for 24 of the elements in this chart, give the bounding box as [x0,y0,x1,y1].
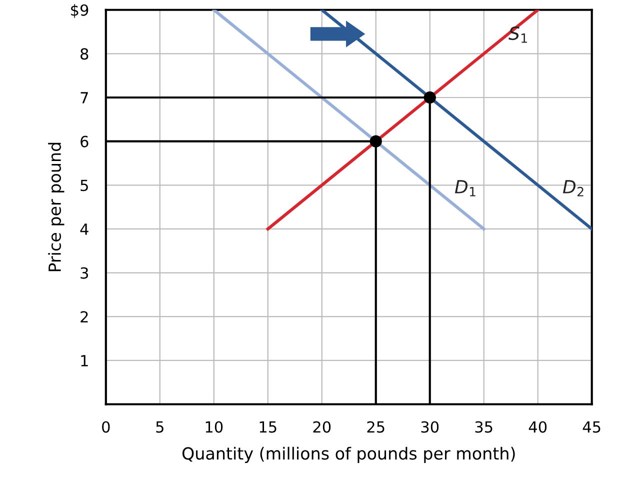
y-tick-label: 4 [80,224,88,235]
y-axis-title: Price per pound [48,142,64,272]
x-axis-title: Quantity (millions of pounds per month) [182,446,515,463]
series-label: D$_{2}$ [562,180,584,196]
x-tick-label: 0 [102,421,110,433]
series-label: D$_{1}$ [454,180,476,196]
y-tick-label: 2 [80,311,88,322]
y-tick-label: 3 [80,267,88,279]
y-tick-label: 7 [80,92,88,104]
x-tick-label: 20 [313,421,331,433]
x-tick-label: 30 [421,421,439,433]
x-tick-label: 35 [475,421,492,433]
y-tick-label: $9 [71,4,88,18]
x-tick-label: 5 [156,421,164,433]
y-tick-label: 8 [80,48,88,60]
y-tick-label: 6 [80,136,88,148]
x-tick-label: 40 [528,421,547,433]
y-tick-label: 5 [80,180,88,192]
x-tick-label: 45 [582,421,600,433]
x-tick-label: 25 [367,421,384,433]
x-tick-label: 10 [206,421,223,433]
x-tick-label: 15 [260,421,276,433]
y-tick-label: 1 [81,355,88,366]
series-label: S$_{1}$ [508,26,527,43]
